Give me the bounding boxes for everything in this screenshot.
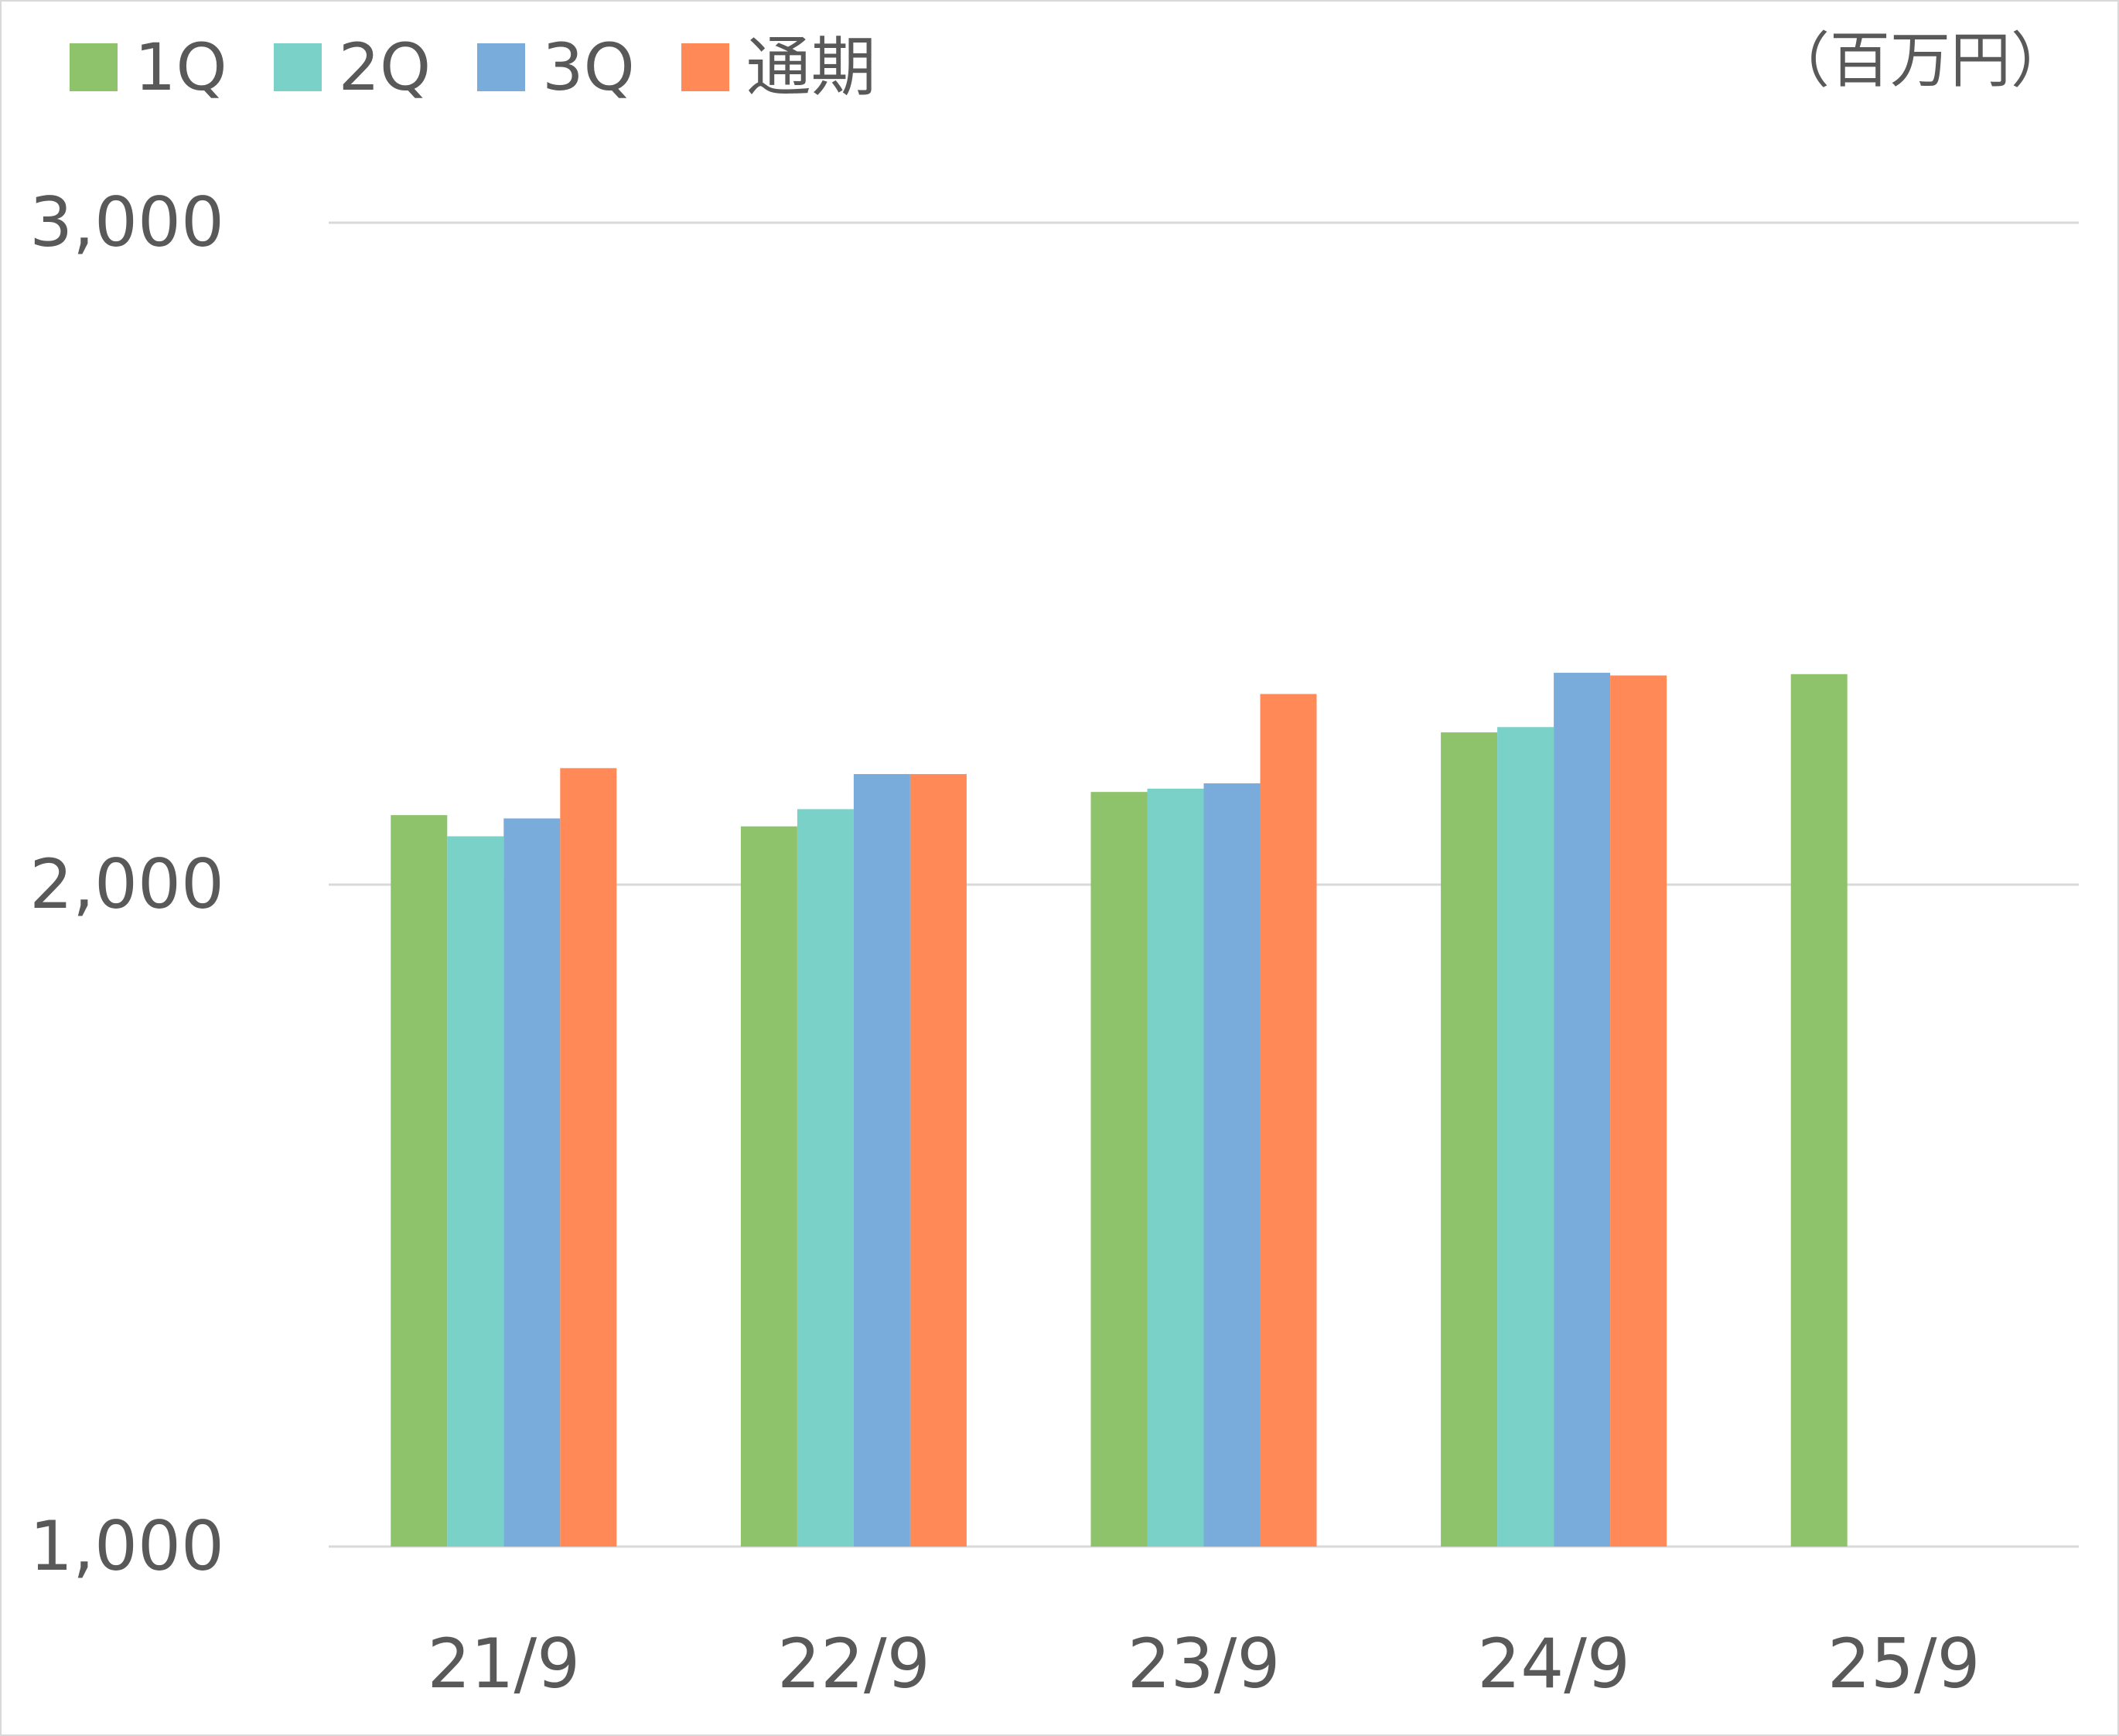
bar-1Q-24/9 <box>1441 732 1498 1547</box>
x-tick-label: 25/9 <box>1827 1624 1981 1704</box>
legend-item: 2Q <box>273 29 432 105</box>
bar-通期-23/9 <box>1260 694 1317 1547</box>
y-tick-label: 1,000 <box>29 1506 224 1586</box>
bar-1Q-25/9 <box>1790 674 1848 1547</box>
chart-legend: 1Q 2Q 3Q 通期 <box>70 25 923 110</box>
legend-label: 通期 <box>746 29 876 105</box>
legend-item: 1Q <box>70 35 227 100</box>
legend-swatch <box>70 43 118 91</box>
y-tick-label: 3,000 <box>29 182 224 262</box>
legend-label: 3Q <box>542 29 635 105</box>
legend-label: 1Q <box>135 29 227 105</box>
x-tick-label: 22/9 <box>777 1624 930 1704</box>
bar-1Q-21/9 <box>391 815 448 1547</box>
legend-item: 通期 <box>681 35 876 100</box>
bar-通期-22/9 <box>909 774 967 1547</box>
y-tick-label: 2,000 <box>29 844 224 924</box>
legend-label: 2Q <box>338 29 432 105</box>
bar-2Q-21/9 <box>447 836 504 1547</box>
legend-swatch <box>681 43 729 91</box>
bar-2Q-23/9 <box>1147 788 1204 1547</box>
bar-3Q-23/9 <box>1203 783 1261 1547</box>
bar-通期-24/9 <box>1610 675 1667 1547</box>
bar-2Q-22/9 <box>797 809 854 1547</box>
legend-swatch <box>477 43 526 91</box>
bar-3Q-24/9 <box>1554 673 1611 1547</box>
x-tick-label: 21/9 <box>427 1624 580 1704</box>
unit-label: （百万円） <box>1769 26 2071 96</box>
bar-1Q-23/9 <box>1090 792 1148 1547</box>
legend-swatch <box>273 43 322 91</box>
legend-item: 3Q <box>477 35 635 100</box>
bar-2Q-24/9 <box>1497 727 1554 1547</box>
bar-通期-21/9 <box>560 768 617 1547</box>
x-tick-label: 23/9 <box>1128 1624 1281 1704</box>
bar-3Q-21/9 <box>503 818 561 1547</box>
bar-3Q-22/9 <box>853 774 910 1547</box>
x-tick-label: 24/9 <box>1477 1624 1630 1704</box>
bar-1Q-22/9 <box>740 826 797 1547</box>
